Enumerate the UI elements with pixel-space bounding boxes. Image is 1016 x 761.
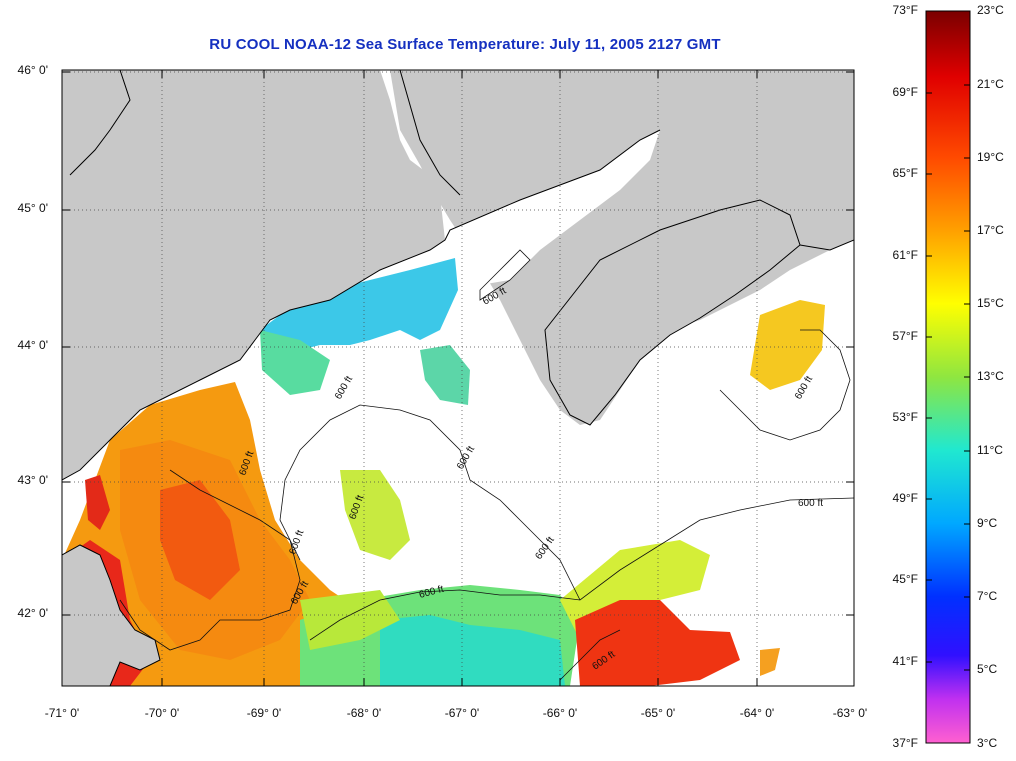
colorbar-f-label: 41°F [892,654,918,668]
colorbar-f-label: 61°F [892,248,918,262]
cool-band-core [380,615,565,686]
coastal-warm [85,475,110,530]
lon-label: -64° 0' [739,706,775,720]
contour-label: 600 ft [798,498,823,509]
lon-label: -66° 0' [542,706,578,720]
lon-label: -63° 0' [832,706,868,720]
colorbar-f-label: 57°F [892,329,918,343]
warm-patch-east [760,648,780,676]
colorbar-ticks [926,10,970,671]
colorbar-c-label: 19°C [977,150,1004,164]
lon-label: -71° 0' [44,706,80,720]
colorbar-f-label: 65°F [892,166,918,180]
colorbar-f-label: 37°F [892,736,918,750]
colorbar-c-label: 3°C [977,736,998,750]
colorbar-f-label: 53°F [892,410,918,424]
colorbar-c-label: 23°C [977,3,1004,17]
colorbar [925,10,971,744]
colorbar-c-label: 5°C [977,662,998,676]
land-new-brunswick [390,70,854,425]
colorbar-f-label: 69°F [892,85,918,99]
transition-band [300,590,400,650]
warm-core [160,480,240,600]
gulf-stream-warm [575,600,740,686]
lat-label: 42° 0' [17,606,48,620]
lon-label: -67° 0' [444,706,480,720]
lon-label: -68° 0' [346,706,382,720]
colorbar-f-label: 73°F [892,3,918,17]
lon-label: -69° 0' [246,706,282,720]
bay-of-fundy [450,130,660,285]
colorbar-c-label: 7°C [977,589,998,603]
lat-label: 45° 0' [17,201,48,215]
cold-water-maine [260,258,458,350]
land-nova-scotia [545,200,800,425]
scotian-warm-patch [750,300,825,390]
map-title: RU COOL NOAA-12 Sea Surface Temperature:… [209,36,721,53]
colorbar-c-label: 11°C [977,443,1003,457]
colorbar-c-label: 15°C [977,296,1004,310]
colorbar-f-label: 45°F [892,572,918,586]
colorbar-c-label: 13°C [977,369,1004,383]
colorbar-c-label: 21°C [977,77,1004,91]
bathymetry-contours [119,249,854,681]
grid-lines [62,70,854,686]
cool-patch-bay [420,345,470,405]
axis-ticks [62,70,854,686]
colorbar-c-label: 9°C [977,516,998,530]
central-green-patch [340,470,410,560]
colorbar-c-label: 17°C [977,223,1004,237]
lat-label: 46° 0' [17,63,48,77]
lon-label: -70° 0' [144,706,180,720]
coastlines [62,70,854,686]
sst-field [62,258,825,686]
land-cape-cod [62,545,160,686]
lat-label: 43° 0' [17,473,48,487]
land [62,70,854,686]
cool-green-maine [260,330,330,395]
lon-label: -65° 0' [640,706,676,720]
map-frame [61,69,855,687]
land-maine [62,70,445,480]
colorbar-f-label: 49°F [892,491,918,505]
lat-label: 44° 0' [17,338,48,352]
